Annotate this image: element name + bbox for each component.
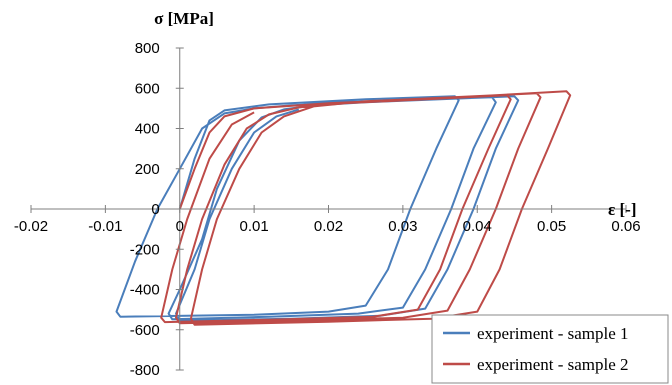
y-tick-label: 400	[135, 121, 160, 138]
y-tick-label: 0	[151, 201, 159, 218]
legend-label-sample-2: experiment - sample 2	[477, 355, 629, 374]
y-axis-title: σ [MPa]	[154, 9, 214, 28]
x-tick-label: 0.03	[388, 218, 417, 235]
legend: experiment - sample 1 experiment - sampl…	[431, 314, 669, 384]
x-tick-label: -0.02	[14, 218, 48, 235]
x-tick-label: -0.01	[88, 218, 122, 235]
x-tick-label: 0.01	[240, 218, 269, 235]
x-tick-label: 0	[176, 218, 184, 235]
y-tick-label: 200	[135, 161, 160, 178]
x-tick-label: 0.02	[314, 218, 343, 235]
x-axis-title: ε [-]	[608, 200, 637, 219]
y-tick-label: 600	[135, 80, 160, 97]
y-tick-label: 800	[135, 40, 160, 57]
legend-label-sample-1: experiment - sample 1	[477, 324, 629, 343]
x-tick-label: 0.06	[611, 218, 640, 235]
x-ticks: -0.02 -0.01 0 0.01 0.02 0.03 0.04 0.05 0.06	[14, 205, 641, 235]
legend-box	[431, 314, 669, 384]
x-tick-label: 0.05	[537, 218, 566, 235]
y-tick-label: -600	[130, 322, 160, 339]
y-tick-label: -800	[130, 362, 160, 379]
y-tick-label: -200	[130, 241, 160, 258]
axes-layer: -0.02 -0.01 0 0.01 0.02 0.03 0.04 0.05 0.06 -800…	[14, 40, 641, 379]
loops-layer	[115, 90, 572, 326]
x-tick-label: 0.04	[463, 218, 492, 235]
series-line-sample-2	[160, 90, 572, 326]
y-ticks: -800 -600 -400 -200 0 200 400 600 800	[130, 40, 184, 379]
y-tick-label: -400	[130, 282, 160, 299]
